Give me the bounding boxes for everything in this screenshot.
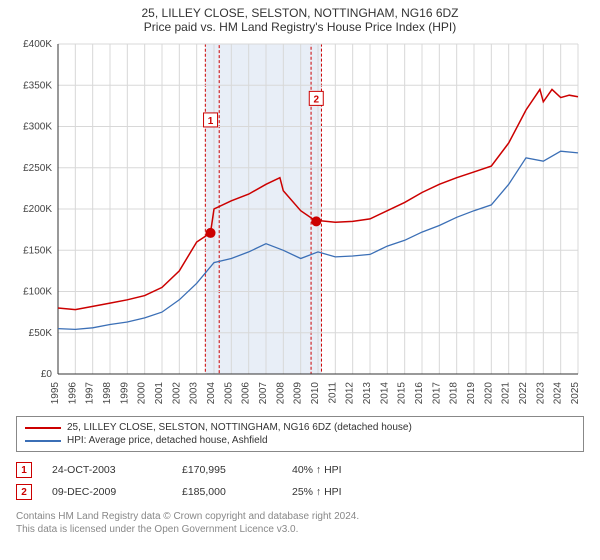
chart-svg: £0 £50K £100K £150K £200K £250K £300K £350K £400… xyxy=(16,38,584,408)
svg-text:£200K: £200K xyxy=(23,204,52,215)
page-title: 25, LILLEY CLOSE, SELSTON, NOTTINGHAM, N… xyxy=(16,6,584,20)
svg-text:2024: 2024 xyxy=(553,382,564,405)
event-date-2: 09-DEC-2009 xyxy=(52,486,162,498)
event-note-1: 40% ↑ HPI xyxy=(292,464,392,476)
svg-text:2009: 2009 xyxy=(293,382,304,405)
svg-text:2023: 2023 xyxy=(535,382,546,405)
price-chart: £0 £50K £100K £150K £200K £250K £300K £350K £400… xyxy=(16,38,584,408)
event-price-2: £185,000 xyxy=(182,486,272,498)
svg-text:2016: 2016 xyxy=(414,382,425,405)
legend-label-series2: HPI: Average price, detached house, Ashf… xyxy=(67,435,268,446)
svg-text:£350K: £350K xyxy=(23,80,52,91)
svg-text:2010: 2010 xyxy=(310,382,321,405)
svg-text:£400K: £400K xyxy=(23,39,52,50)
event-note-2: 25% ↑ HPI xyxy=(292,486,392,498)
svg-text:1999: 1999 xyxy=(119,382,130,405)
svg-text:2018: 2018 xyxy=(449,382,460,405)
event-marker-2: 2 xyxy=(16,484,32,500)
svg-text:2006: 2006 xyxy=(241,382,252,405)
svg-text:2019: 2019 xyxy=(466,382,477,405)
svg-text:£250K: £250K xyxy=(23,163,52,174)
legend-swatch-series1 xyxy=(25,427,61,429)
legend: 25, LILLEY CLOSE, SELSTON, NOTTINGHAM, N… xyxy=(16,416,584,452)
page-subtitle: Price paid vs. HM Land Registry's House … xyxy=(16,20,584,34)
footnote-line2: This data is licensed under the Open Gov… xyxy=(16,523,584,536)
svg-text:2000: 2000 xyxy=(137,382,148,405)
svg-text:£100K: £100K xyxy=(23,287,52,298)
svg-text:2007: 2007 xyxy=(258,382,269,405)
svg-text:2005: 2005 xyxy=(223,382,234,405)
svg-text:1998: 1998 xyxy=(102,382,113,405)
svg-text:2012: 2012 xyxy=(345,382,356,405)
legend-label-series1: 25, LILLEY CLOSE, SELSTON, NOTTINGHAM, N… xyxy=(67,422,412,433)
event-row-2: 2 09-DEC-2009 £185,000 25% ↑ HPI xyxy=(16,484,584,500)
svg-text:2002: 2002 xyxy=(171,382,182,405)
svg-text:2025: 2025 xyxy=(570,382,581,405)
svg-text:2014: 2014 xyxy=(379,382,390,405)
svg-text:1: 1 xyxy=(208,116,214,127)
report-container: 25, LILLEY CLOSE, SELSTON, NOTTINGHAM, N… xyxy=(0,0,600,560)
svg-text:£150K: £150K xyxy=(23,245,52,256)
svg-text:2013: 2013 xyxy=(362,382,373,405)
event-date-1: 24-OCT-2003 xyxy=(52,464,162,476)
svg-text:2: 2 xyxy=(313,94,319,105)
svg-text:1997: 1997 xyxy=(85,382,96,405)
svg-text:£50K: £50K xyxy=(29,328,53,339)
svg-text:2001: 2001 xyxy=(154,382,165,405)
svg-text:2011: 2011 xyxy=(327,382,338,404)
footnote: Contains HM Land Registry data © Crown c… xyxy=(16,510,584,536)
svg-text:2008: 2008 xyxy=(275,382,286,405)
svg-text:2022: 2022 xyxy=(518,382,529,405)
svg-text:1995: 1995 xyxy=(50,382,61,405)
event-row-1: 1 24-OCT-2003 £170,995 40% ↑ HPI xyxy=(16,462,584,478)
svg-text:£300K: £300K xyxy=(23,122,52,133)
legend-swatch-series2 xyxy=(25,440,61,442)
footnote-line1: Contains HM Land Registry data © Crown c… xyxy=(16,510,584,523)
svg-text:2003: 2003 xyxy=(189,382,200,405)
event-marker-1: 1 xyxy=(16,462,32,478)
svg-text:2020: 2020 xyxy=(483,382,494,405)
svg-text:1996: 1996 xyxy=(67,382,78,405)
legend-row-series1: 25, LILLEY CLOSE, SELSTON, NOTTINGHAM, N… xyxy=(25,421,575,434)
svg-text:£0: £0 xyxy=(41,369,53,380)
event-price-1: £170,995 xyxy=(182,464,272,476)
legend-row-series2: HPI: Average price, detached house, Ashf… xyxy=(25,434,575,447)
svg-text:2017: 2017 xyxy=(431,382,442,405)
events-list: 1 24-OCT-2003 £170,995 40% ↑ HPI 2 09-DE… xyxy=(16,462,584,500)
svg-text:2015: 2015 xyxy=(397,382,408,405)
svg-text:2021: 2021 xyxy=(501,382,512,405)
svg-text:2004: 2004 xyxy=(206,382,217,405)
